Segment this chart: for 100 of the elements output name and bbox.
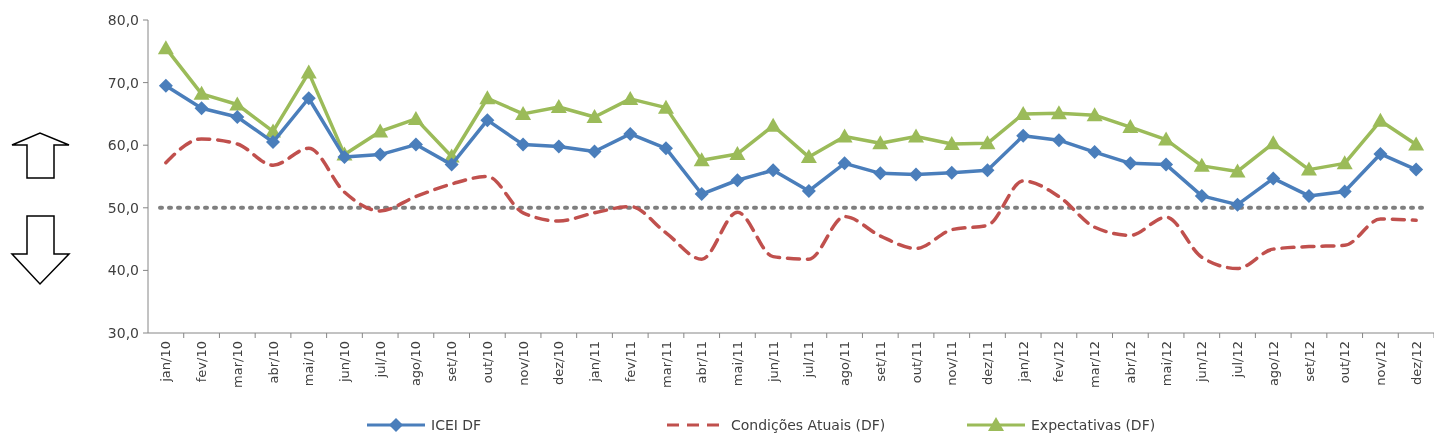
point [515, 105, 532, 120]
point [586, 109, 603, 124]
point [301, 91, 316, 106]
point [480, 113, 495, 128]
x-tick-label: fev/10 [194, 341, 210, 383]
point [1123, 156, 1138, 171]
point [944, 165, 959, 180]
x-tick-label: set/11 [872, 341, 888, 382]
point [300, 64, 317, 79]
point [872, 135, 889, 150]
point [1265, 135, 1282, 150]
point [337, 150, 352, 165]
point [657, 99, 674, 114]
point [1301, 188, 1316, 203]
point [550, 99, 567, 114]
point [1408, 136, 1425, 151]
x-tick-label: fev/11 [622, 341, 638, 383]
x-tick-label: jun/10 [337, 341, 353, 384]
point [729, 145, 746, 160]
point [1087, 145, 1102, 160]
x-tick-label: mar/12 [1087, 341, 1103, 388]
point [694, 187, 709, 202]
x-tick-label: set/10 [444, 341, 460, 382]
point [837, 156, 852, 171]
point [1051, 133, 1066, 148]
point [1122, 119, 1139, 134]
y-tick-label: 80,0 [107, 11, 139, 28]
y-tick-label: 40,0 [107, 262, 139, 279]
x-tick-label: jun/12 [1194, 341, 1210, 384]
point [444, 157, 459, 172]
x-tick-label: dez/11 [980, 341, 996, 385]
point [230, 110, 245, 125]
x-tick-label: mar/10 [229, 341, 245, 388]
point [980, 163, 995, 178]
x-tick-label: jan/11 [587, 341, 603, 383]
point [943, 135, 960, 150]
point [373, 147, 388, 162]
point [1300, 161, 1317, 176]
point [1229, 163, 1246, 178]
legend-label: ICEI DF [431, 416, 482, 433]
point [765, 117, 782, 132]
y-tick-label: 70,0 [107, 74, 139, 91]
point [1194, 188, 1209, 203]
point [908, 128, 925, 143]
point [193, 85, 210, 100]
point [801, 183, 816, 198]
point [266, 135, 281, 150]
point [873, 166, 888, 181]
point [407, 110, 424, 125]
x-tick-label: abr/12 [1122, 341, 1138, 384]
point [836, 128, 853, 143]
x-tick-label: out/10 [479, 341, 495, 384]
legend-label: Expectativas (DF) [1031, 416, 1156, 433]
point [1409, 162, 1424, 177]
point [658, 141, 673, 156]
x-tick-label: nov/12 [1372, 341, 1388, 386]
point [979, 135, 996, 150]
x-tick-label: set/12 [1301, 341, 1317, 382]
x-tick-label: nov/11 [944, 341, 960, 386]
point [587, 144, 602, 159]
x-tick-label: dez/10 [551, 341, 567, 385]
point [1158, 131, 1175, 146]
point [1266, 171, 1281, 186]
point [623, 126, 638, 141]
x-tick-label: abr/11 [694, 341, 710, 384]
x-tick-label: out/12 [1337, 341, 1353, 384]
point [158, 78, 173, 93]
y-tick-label: 60,0 [107, 137, 139, 154]
point [479, 90, 496, 105]
point [800, 149, 817, 164]
x-tick-label: jan/10 [158, 341, 174, 383]
point [1159, 157, 1174, 172]
x-tick-label: jan/12 [1015, 341, 1031, 383]
point [157, 40, 174, 55]
point [909, 167, 924, 182]
point [622, 90, 639, 105]
point [766, 163, 781, 178]
y-tick-label: 30,0 [107, 324, 139, 341]
point [1230, 197, 1245, 212]
x-tick-label: abr/10 [265, 341, 281, 384]
point [1015, 105, 1032, 120]
point [372, 123, 389, 138]
x-tick-label: ago/12 [1265, 341, 1281, 387]
point [1086, 107, 1103, 122]
x-tick-label: fev/12 [1051, 341, 1067, 383]
x-tick-label: ago/11 [837, 341, 853, 387]
x-tick-label: nov/10 [515, 341, 531, 386]
point [516, 137, 531, 152]
x-tick-label: mai/10 [301, 341, 317, 387]
point [693, 152, 710, 167]
x-tick-label: mai/11 [729, 341, 745, 387]
point [1336, 155, 1353, 170]
x-tick-label: ago/10 [408, 341, 424, 387]
point [1337, 184, 1352, 199]
x-tick-label: out/11 [908, 341, 924, 384]
x-tick-label: dez/12 [1408, 341, 1424, 385]
point [1050, 105, 1067, 120]
point [1373, 146, 1388, 161]
point [1016, 128, 1031, 143]
point [1193, 157, 1210, 172]
